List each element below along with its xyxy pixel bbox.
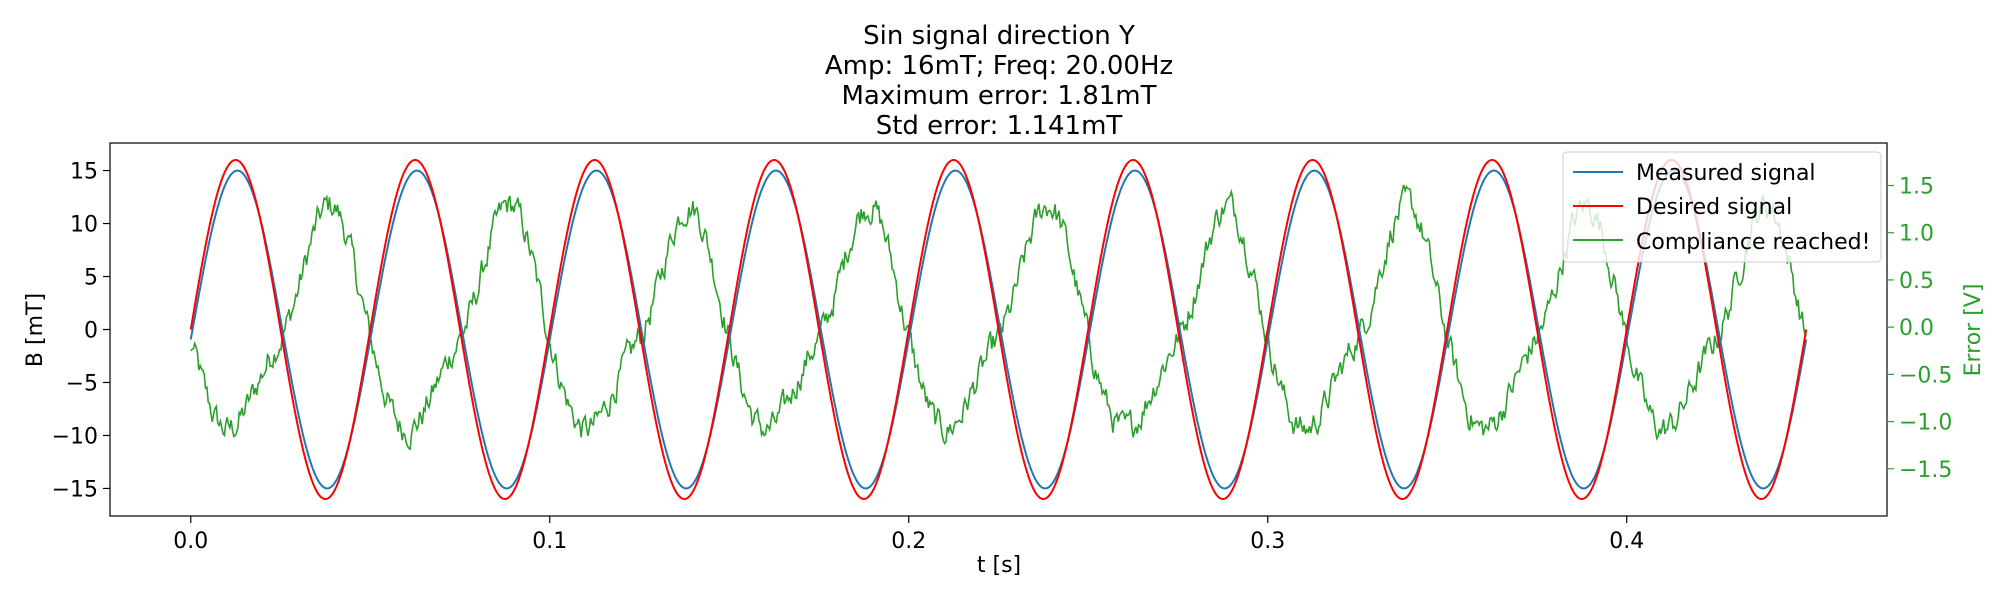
y2-tick-label: 0.0	[1899, 316, 1934, 341]
y-tick-label: −10	[52, 424, 98, 449]
legend-box	[1562, 151, 1882, 263]
legend-label-measured-signal: Measured signal	[1636, 161, 1816, 186]
y2-tick-label: 1.5	[1899, 174, 1934, 199]
y-tick-label: −5	[66, 371, 98, 396]
x-tick-label: 0.2	[891, 529, 926, 554]
y-axis-ticks: −15 −10 −5 0 5 10 15	[52, 160, 110, 502]
y-tick-label: 5	[84, 266, 98, 291]
y2-axis-label: Error [V]	[1961, 284, 1986, 377]
x-tick-label: 0.3	[1250, 529, 1285, 554]
x-tick-label: 0.1	[532, 529, 567, 554]
y-axis-label: B [mT]	[23, 293, 48, 367]
legend-label-desired-signal: Desired signal	[1636, 195, 1792, 220]
y2-tick-label: −0.5	[1899, 363, 1952, 388]
title-line-4: Std error: 1.141mT	[876, 111, 1123, 141]
series-line-measured-signal	[189, 169, 1808, 490]
title-line-2: Amp: 16mT; Freq: 20.00Hz	[825, 51, 1173, 81]
x-tick-label: 0.4	[1609, 529, 1644, 554]
title-line-1: Sin signal direction Y	[863, 21, 1135, 51]
legend-label-compliance-reached: Compliance reached!	[1636, 230, 1870, 255]
series-line-desired-signal	[189, 158, 1808, 501]
y2-tick-label: 0.5	[1899, 269, 1934, 294]
y-tick-label: 15	[70, 160, 98, 185]
x-tick-label: 0.0	[173, 529, 208, 554]
y2-tick-label: −1.0	[1899, 411, 1952, 436]
series-layer	[189, 158, 1808, 501]
y-tick-label: −15	[52, 477, 98, 502]
x-axis-label: t [s]	[977, 553, 1021, 578]
title-line-3: Maximum error: 1.81mT	[842, 81, 1157, 111]
y-tick-label: 10	[70, 213, 98, 238]
chart-title: Sin signal direction Y Amp: 16mT; Freq: …	[825, 21, 1173, 141]
y2-tick-label: −1.5	[1899, 458, 1952, 483]
x-axis-ticks: 0.0 0.1 0.2 0.3 0.4	[173, 516, 1644, 554]
y2-tick-label: 1.0	[1899, 222, 1934, 247]
legend: Measured signal Desired signal Complianc…	[1562, 151, 1882, 263]
y-tick-label: 0	[84, 319, 98, 344]
y2-axis-ticks: −1.5 −1.0 −0.5 0.0 0.5 1.0 1.5	[1887, 174, 1952, 483]
